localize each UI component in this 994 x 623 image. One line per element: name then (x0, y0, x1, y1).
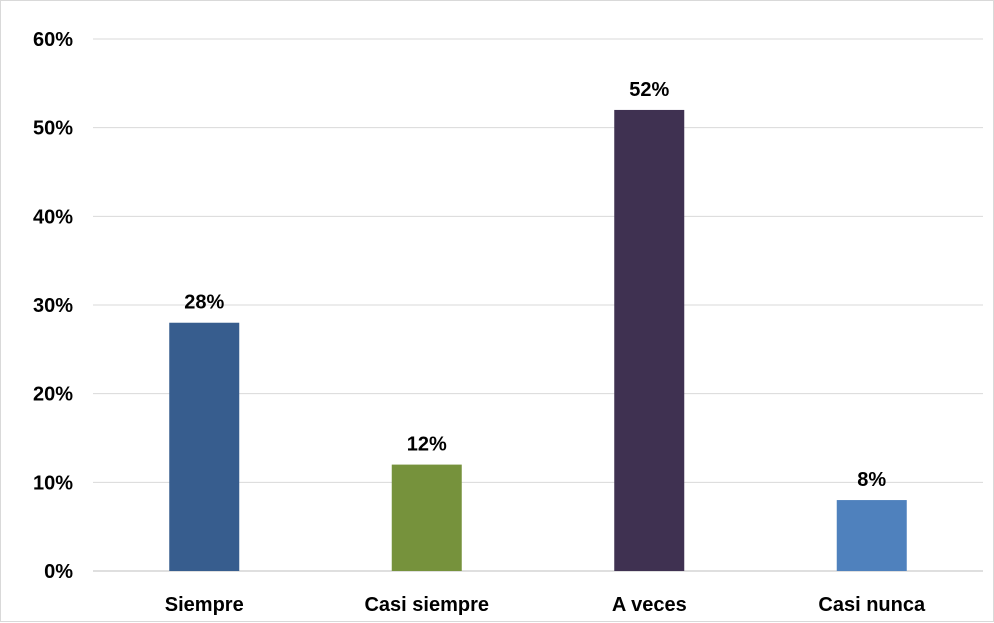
y-axis-tick-labels: 0% 10% 20% 30% 40% 50% 60% (33, 29, 73, 583)
gridlines (93, 38, 983, 572)
x-axis-category-labels: Siempre Casi siempre A veces Casi nunca (165, 594, 926, 616)
data-label: 52% (629, 79, 669, 101)
bar-casi-siempre (391, 464, 462, 571)
data-label: 12% (407, 434, 447, 456)
x-category-label: Siempre (165, 594, 244, 616)
bars (169, 109, 907, 571)
y-tick-label: 20% (33, 384, 73, 406)
y-tick-label: 40% (33, 206, 73, 228)
y-tick-label: 60% (33, 29, 73, 51)
bar-casi-nunca (836, 500, 907, 571)
data-label: 8% (857, 469, 886, 491)
bar-a-veces (614, 109, 685, 571)
y-tick-label: 50% (33, 118, 73, 140)
y-tick-label: 0% (44, 561, 73, 583)
x-category-label: Casi nunca (818, 594, 926, 616)
x-category-label: Casi siempre (364, 594, 489, 616)
data-label: 28% (184, 292, 224, 314)
x-category-label: A veces (612, 594, 687, 616)
data-labels: 28% 12% 52% 8% (184, 79, 886, 491)
bar-siempre (169, 322, 240, 571)
y-tick-label: 30% (33, 295, 73, 317)
y-tick-label: 10% (33, 472, 73, 494)
